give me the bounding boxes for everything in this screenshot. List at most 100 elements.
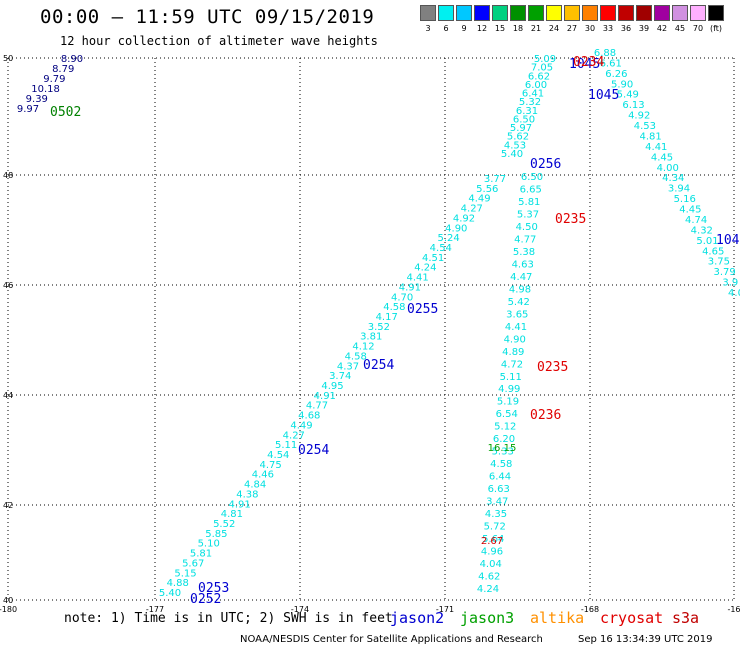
wave-height-label: 4.98	[509, 284, 531, 295]
wave-height-label: 6.20	[493, 434, 515, 445]
wave-height-label: 6.41	[522, 89, 544, 100]
pass-time-label: 0254	[298, 443, 329, 458]
wave-height-label: 4.45	[679, 205, 701, 216]
wave-height-label: 4.89	[502, 347, 524, 358]
wave-height-label: 5.42	[508, 297, 530, 308]
scale-swatch	[672, 5, 688, 21]
wave-height-label: 4.58	[345, 351, 367, 362]
wave-height-label: 6.00	[525, 80, 547, 91]
wave-height-label: 4.92	[453, 213, 475, 224]
lon-tick-label: -168	[581, 605, 599, 614]
lat-tick-label: 42	[3, 501, 13, 510]
scale-label: 33	[602, 24, 614, 33]
wave-height-label: 8.90	[61, 54, 83, 65]
wave-height-label: 4.91	[399, 282, 421, 293]
wave-height-label: 4.53	[504, 140, 526, 151]
wave-height-label: 9.97	[17, 104, 39, 115]
scale-label: (ft)	[709, 24, 723, 33]
axis-labels: 50 48 46 44 42 40-180 -177 -174 -171 -168 -16	[0, 54, 740, 614]
wave-height-label: 5.19	[497, 397, 519, 408]
mission-jason3: jason3	[460, 609, 515, 627]
pass-time-label: 0252	[190, 592, 221, 607]
pass-time-labels: 0502025610450234023510402550235025402360…	[50, 55, 740, 607]
wave-height-label: 2.67	[481, 536, 503, 547]
wave-height-label: 6.50	[521, 172, 543, 183]
scale-swatch	[636, 5, 652, 21]
scale-label: 12	[476, 24, 488, 33]
pass-time-label: 0253	[198, 581, 229, 596]
wave-height-label: 4.47	[510, 272, 532, 283]
wave-height-label: 5.72	[484, 522, 506, 533]
credit-text: NOAA/NESDIS Center for Satellite Applica…	[240, 634, 543, 645]
wave-height-label: 6.50	[513, 115, 535, 126]
wave-height-label: 4.91	[314, 391, 336, 402]
mission-cryosat: cryosat	[600, 609, 664, 627]
pass-time-label: 1045	[569, 57, 600, 72]
scale-label: 42	[656, 24, 668, 33]
scale-swatch	[438, 5, 454, 21]
wave-height-label: 4.45	[651, 152, 673, 163]
wave-height-label: 4.74	[685, 215, 707, 226]
wave-height-label: 4.41	[645, 142, 667, 153]
pass-time-label: 0255	[407, 302, 438, 317]
scale-swatch	[690, 5, 706, 21]
wave-height-label: 3.9	[722, 278, 738, 289]
wave-height-label: 4.54	[267, 450, 289, 461]
scale-label: 36	[620, 24, 632, 33]
wave-height-label: 5.11	[500, 372, 522, 383]
wave-height-label: 4.46	[252, 470, 274, 481]
scale-swatch	[582, 5, 598, 21]
wave-height-label: 5.09	[534, 54, 556, 65]
scale-label: 45	[674, 24, 686, 33]
wave-height-label: 4.53	[634, 121, 656, 132]
scale-label: 39	[638, 24, 650, 33]
wave-height-label: 4.27	[461, 204, 483, 215]
wave-height-label: 6.44	[489, 472, 511, 483]
wave-height-label: 9.39	[26, 94, 48, 105]
wave-height-label: 4.99	[498, 384, 520, 395]
scale-swatch	[654, 5, 670, 21]
wave-height-label: 3.47	[486, 497, 508, 508]
wave-height-label: 5.32	[519, 97, 541, 108]
scale-label: 3	[425, 24, 431, 33]
wave-height-label: 5.90	[611, 79, 633, 90]
lat-tick-label: 40	[3, 596, 13, 605]
wave-height-label: 5.81	[190, 549, 212, 560]
scale-label: 30	[584, 24, 596, 33]
wave-height-label: 3.52	[368, 322, 390, 333]
wave-height-label: 6.62	[528, 71, 550, 82]
pass-time-label: 0502	[50, 105, 81, 120]
wave-height-label: 4.17	[376, 312, 398, 323]
wave-height-label: 5.01	[696, 236, 718, 247]
wave-height-label: 4.84	[244, 480, 266, 491]
wave-height-label: 5.12	[494, 422, 516, 433]
scale-label: 15	[494, 24, 506, 33]
scale-swatch	[456, 5, 472, 21]
scale-swatch	[708, 5, 724, 21]
created-timestamp: Sep 16 13:34:39 UTC 2019	[578, 634, 713, 645]
wave-height-label: 4.27	[283, 430, 305, 441]
wave-height-label: 4.88	[167, 578, 189, 589]
wave-height-label: 4.41	[406, 273, 428, 284]
pass-time-label: 0234	[573, 55, 604, 70]
wave-height-label: 5.37	[517, 210, 539, 221]
lat-tick-label: 44	[3, 391, 13, 400]
wave-height-label: 4.50	[516, 222, 538, 233]
wave-height-label: 4.75	[259, 460, 281, 471]
wave-height-label: 4.32	[691, 225, 713, 236]
wave-height-label: 4.77	[514, 234, 536, 245]
scale-swatch	[546, 5, 562, 21]
pass-time-label: 0254	[363, 358, 394, 373]
wave-height-label: 5.24	[437, 233, 459, 244]
wave-height-label: 4.65	[702, 246, 724, 257]
wave-height-label: 6.61	[600, 58, 622, 69]
wave-height-label: 3.81	[360, 332, 382, 343]
wave-height-label: 4.90	[445, 223, 467, 234]
wave-height-label: 5.67	[182, 558, 204, 569]
wave-height-label: 4.34	[662, 173, 684, 184]
wave-height-label: 4.92	[628, 111, 650, 122]
wave-height-label: 4.77	[306, 401, 328, 412]
page-title: 00:00 – 11:59 UTC 09/15/2019	[40, 6, 375, 28]
wave-height-label: 4.63	[512, 259, 534, 270]
